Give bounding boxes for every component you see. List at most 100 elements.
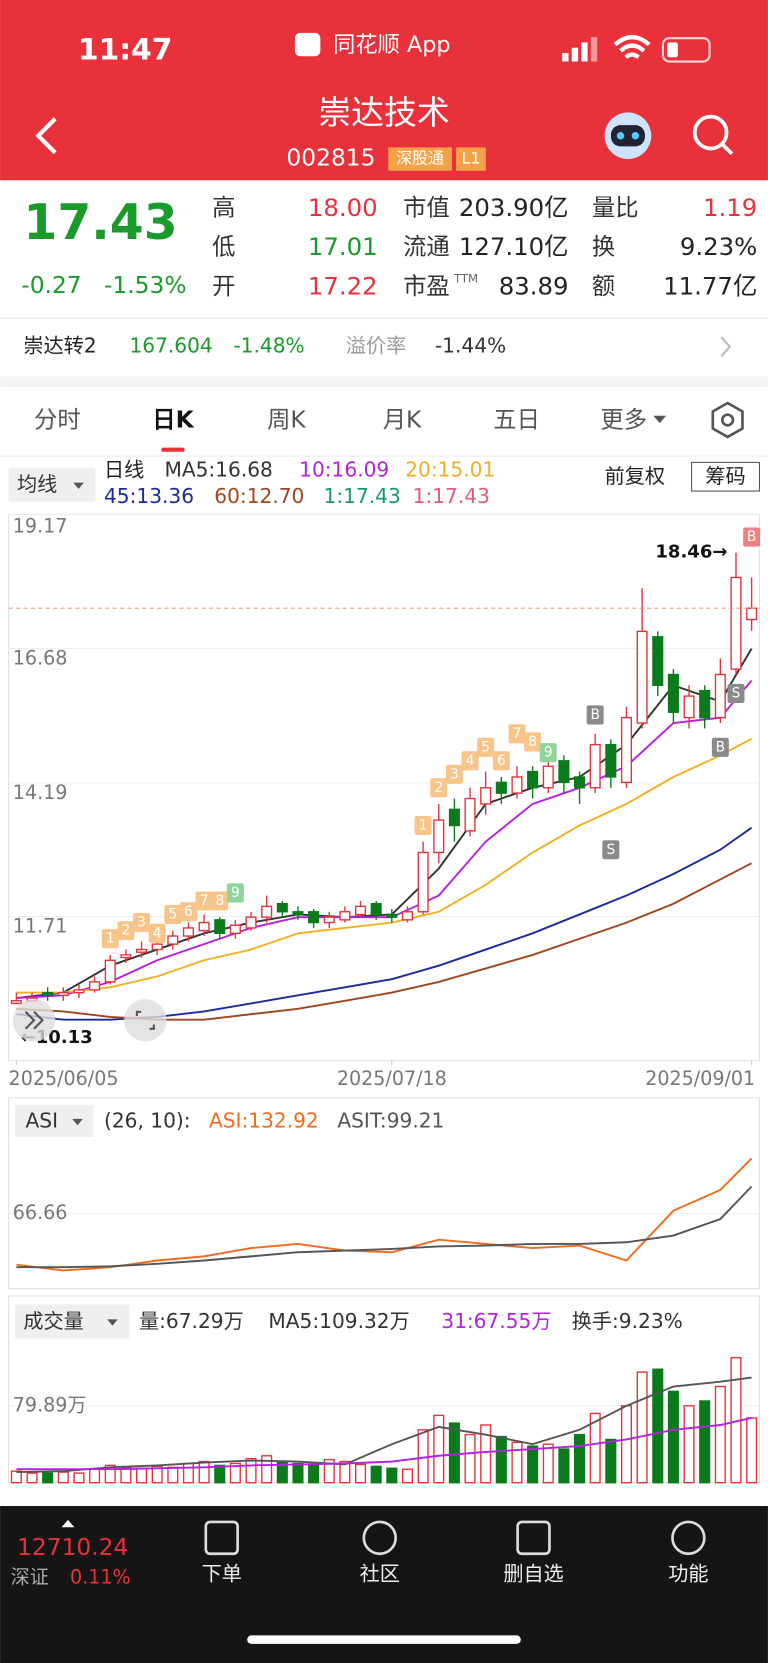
tag: 深股通 — [396, 149, 444, 168]
volume-bar — [308, 1464, 320, 1484]
tag: L1 — [461, 149, 480, 168]
signal-label: 6 — [497, 753, 506, 769]
candle-body — [167, 935, 179, 945]
nav-label: 删自选 — [503, 1561, 563, 1585]
search-icon[interactable] — [692, 114, 734, 156]
dropdown-arrow — [73, 482, 84, 489]
volume-bar — [386, 1467, 398, 1484]
field-label: 市值 — [403, 193, 450, 221]
candle-body — [558, 760, 570, 784]
time: 11:47 — [78, 32, 173, 67]
tab[interactable]: 分时 — [34, 406, 81, 434]
tab[interactable]: 更多 — [600, 406, 647, 434]
volume-bar — [370, 1465, 382, 1484]
field-value: 17.01 — [308, 232, 378, 261]
settings-icon[interactable] — [711, 401, 744, 439]
candle-body — [448, 808, 460, 827]
legend-entry: MA5:16.68 — [164, 457, 272, 481]
signal-label: S — [606, 842, 615, 858]
premium-label: 溢价率 — [346, 333, 406, 357]
signal-badge — [461, 751, 479, 771]
tab[interactable]: 月K — [383, 406, 422, 434]
candle-body — [182, 927, 194, 937]
nav-item[interactable]: 社区 — [360, 1520, 400, 1586]
candle-body — [652, 636, 664, 686]
candle-body — [245, 916, 257, 929]
signal-badge — [492, 751, 510, 771]
legend-entry: 1:17.43 — [324, 484, 401, 508]
field-label: 低 — [212, 233, 235, 261]
nav-label: 社区 — [360, 1561, 400, 1585]
signal — [562, 37, 598, 62]
candle-body — [135, 948, 148, 953]
nav-item[interactable]: 删自选 — [503, 1520, 564, 1586]
battery — [661, 37, 711, 63]
candle-body — [417, 851, 429, 913]
volume-bar — [214, 1464, 226, 1484]
signal-badge — [524, 732, 542, 752]
tab[interactable]: 日K — [152, 406, 194, 434]
volume-bar — [229, 1462, 241, 1484]
nav-label: 功能 — [668, 1561, 708, 1585]
volume-bar — [746, 1417, 758, 1484]
chips-button[interactable] — [691, 461, 760, 492]
signal-badge — [117, 921, 135, 941]
candle-body — [261, 905, 273, 918]
volume-bar — [261, 1455, 273, 1484]
signal-label: 1 — [106, 931, 115, 947]
volume-label: 量:67.29万 — [139, 1309, 244, 1333]
settings-dot — [721, 413, 735, 427]
fullscreen-icon — [135, 1010, 155, 1030]
field-label: 量比 — [592, 193, 639, 221]
signal-label: 2 — [434, 780, 443, 796]
stock-code: 002815 — [286, 144, 375, 172]
signal-label: 1 — [419, 817, 428, 833]
candle-body — [730, 576, 742, 670]
candle-body — [714, 673, 726, 719]
legend-entry: 10:16.09 — [299, 457, 389, 481]
candle-body — [667, 673, 679, 713]
tab-underline — [161, 447, 185, 452]
candle-body — [229, 924, 241, 935]
volume-bar — [401, 1468, 414, 1484]
candle-body — [42, 991, 54, 997]
nav-item[interactable]: 功能 — [668, 1520, 709, 1586]
assistant-icon[interactable] — [604, 112, 652, 160]
volume-bar — [57, 1471, 69, 1484]
candle-body — [636, 630, 648, 724]
volume-bar — [495, 1435, 507, 1484]
nav-item[interactable]: 下单 — [202, 1520, 242, 1586]
volume-bar — [167, 1466, 179, 1484]
candle-body — [699, 690, 711, 719]
indicator: 均线 — [17, 472, 57, 496]
kline-frame — [8, 513, 760, 1062]
signal-badge — [477, 737, 495, 757]
signal-badge — [164, 904, 182, 925]
nav-icon — [362, 1520, 397, 1556]
asi-frame — [8, 1097, 760, 1290]
volume-bar — [292, 1462, 304, 1484]
adjust[interactable]: 前复权 — [605, 464, 665, 488]
signal-label: 7 — [200, 893, 209, 909]
candle-body — [276, 902, 288, 913]
indicator-line — [16, 679, 753, 999]
candle-body — [339, 911, 351, 921]
chevron[interactable] — [720, 336, 732, 358]
volume-bar — [558, 1448, 570, 1484]
candle-body — [574, 776, 586, 789]
max-label: 18.46→ — [655, 542, 727, 563]
candle-body — [323, 916, 335, 924]
back-button[interactable] — [35, 117, 57, 155]
fullscreen-button[interactable] — [124, 999, 167, 1042]
field-label: 换 — [592, 233, 615, 261]
legend-entry: 45:13.36 — [104, 484, 194, 508]
signal-label: 3 — [450, 766, 459, 782]
field-value: 127.10亿 — [459, 232, 569, 261]
signal-badge — [445, 764, 463, 784]
signal-badge — [133, 913, 151, 933]
indicator-line — [16, 1416, 752, 1471]
candle-body — [292, 911, 304, 916]
price: 17.43 — [23, 194, 177, 251]
tab[interactable]: 周K — [267, 406, 306, 434]
tab[interactable]: 五日 — [493, 406, 540, 434]
